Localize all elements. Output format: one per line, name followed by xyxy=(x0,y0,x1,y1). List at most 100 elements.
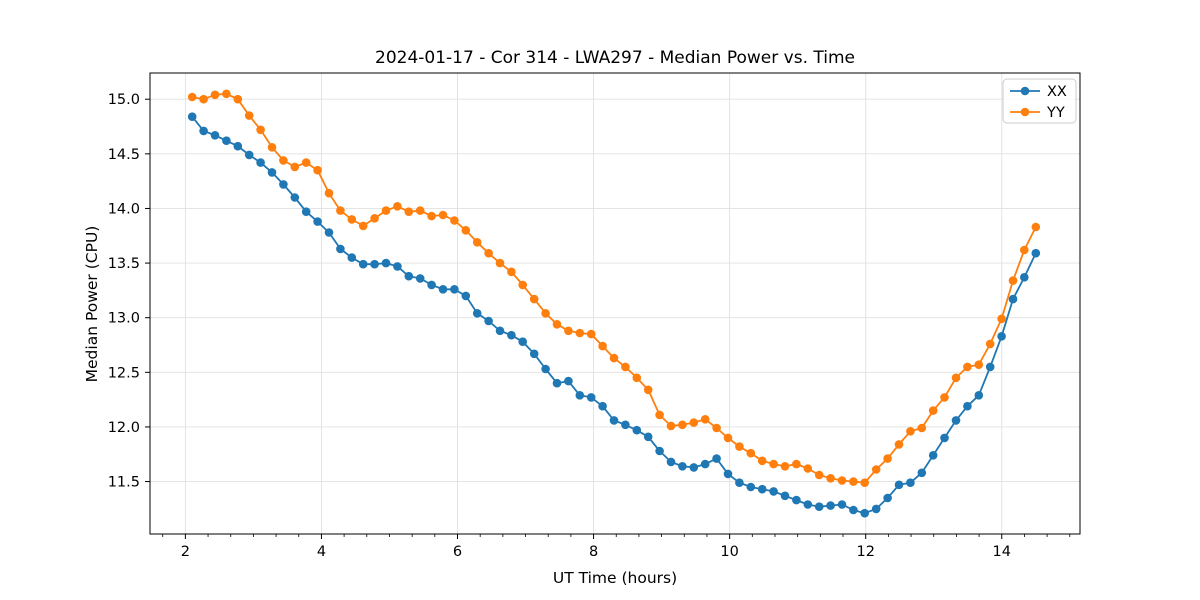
grid-layer xyxy=(150,73,1080,534)
data-point-YY xyxy=(256,125,265,135)
data-point-YY xyxy=(290,162,300,172)
legend-label-XX: XX xyxy=(1047,84,1067,100)
data-point-XX xyxy=(1020,273,1029,282)
data-point-YY xyxy=(575,328,585,338)
data-point-YY xyxy=(222,89,231,99)
data-point-YY xyxy=(917,423,927,433)
data-point-YY xyxy=(370,214,379,223)
x-axis-label: UT Time (hours) xyxy=(553,569,677,587)
data-point-YY xyxy=(450,216,459,225)
data-point-XX xyxy=(780,491,790,501)
data-point-XX xyxy=(928,451,938,460)
data-point-XX xyxy=(814,502,824,512)
data-point-XX xyxy=(655,446,664,456)
series-layer xyxy=(187,89,1041,518)
data-point-XX xyxy=(256,158,265,167)
data-point-YY xyxy=(495,258,505,268)
x-tick-label: 14 xyxy=(993,544,1011,560)
data-point-YY xyxy=(837,476,847,485)
data-point-XX xyxy=(461,291,471,301)
data-point-XX xyxy=(404,271,414,281)
data-point-XX xyxy=(963,401,972,411)
data-point-XX xyxy=(826,501,835,510)
data-point-XX xyxy=(860,508,869,518)
data-point-XX xyxy=(495,326,505,336)
data-point-YY xyxy=(438,210,448,220)
data-point-YY xyxy=(871,465,881,474)
data-point-YY xyxy=(780,462,790,471)
data-point-XX xyxy=(712,454,721,463)
data-point-XX xyxy=(678,462,687,471)
data-point-XX xyxy=(438,285,448,294)
data-point-XX xyxy=(290,193,300,202)
data-point-YY xyxy=(313,165,322,175)
data-point-XX xyxy=(586,393,596,402)
y-tick-label: 13.5 xyxy=(108,256,140,272)
data-point-YY xyxy=(940,393,949,402)
data-point-XX xyxy=(906,478,915,488)
data-point-YY xyxy=(427,211,436,221)
data-point-YY xyxy=(826,474,835,483)
data-point-YY xyxy=(643,385,653,395)
data-point-YY xyxy=(267,143,277,152)
y-tick-label: 15.0 xyxy=(108,92,140,108)
tick-layer: 2 4 6 8 10 12 14 11.5 12.0 12.5 13.0 13.5 14.0 14.5 15… xyxy=(108,92,1071,560)
data-point-XX xyxy=(370,259,379,269)
data-point-YY xyxy=(233,94,243,104)
data-point-XX xyxy=(1008,294,1018,304)
legend: XX YY xyxy=(1002,78,1077,124)
data-point-YY xyxy=(358,221,368,231)
data-point-YY xyxy=(199,94,208,104)
data-point-YY xyxy=(700,415,710,424)
data-point-XX xyxy=(735,478,744,488)
data-point-XX xyxy=(894,480,904,490)
data-point-XX xyxy=(541,364,550,374)
data-point-YY xyxy=(564,326,573,336)
data-point-XX xyxy=(575,391,585,400)
data-point-YY xyxy=(723,433,733,443)
data-point-YY xyxy=(689,418,699,427)
data-point-YY xyxy=(621,362,630,372)
data-point-XX xyxy=(358,259,368,269)
data-point-YY xyxy=(301,158,311,167)
data-point-YY xyxy=(552,320,562,329)
data-point-YY xyxy=(404,207,414,216)
data-point-XX xyxy=(313,217,322,226)
data-point-XX xyxy=(746,482,756,492)
data-point-YY xyxy=(963,362,972,372)
data-point-XX xyxy=(244,150,254,160)
data-point-XX xyxy=(769,487,778,496)
data-point-YY xyxy=(586,329,596,339)
data-point-YY xyxy=(735,442,744,451)
data-point-XX xyxy=(381,258,391,268)
data-point-YY xyxy=(347,215,357,224)
x-tick-label: 4 xyxy=(317,544,326,560)
data-point-YY xyxy=(678,420,687,430)
data-point-YY xyxy=(632,373,642,383)
data-point-YY xyxy=(769,459,778,469)
data-point-YY xyxy=(951,373,961,383)
data-point-YY xyxy=(883,454,892,463)
data-point-YY xyxy=(985,339,995,349)
data-point-YY xyxy=(472,238,482,247)
x-tick-label: 8 xyxy=(589,544,598,560)
data-point-YY xyxy=(518,280,527,290)
data-point-XX xyxy=(529,349,539,359)
data-point-XX xyxy=(598,401,607,411)
data-point-YY xyxy=(666,421,676,431)
data-point-XX xyxy=(757,484,767,494)
data-point-YY xyxy=(393,202,402,211)
legend-marker-YY xyxy=(1020,107,1030,117)
data-point-YY xyxy=(336,206,345,215)
data-point-YY xyxy=(529,294,539,304)
data-point-YY xyxy=(609,353,619,363)
data-point-XX xyxy=(267,168,277,177)
data-point-YY xyxy=(849,477,858,486)
data-point-YY xyxy=(860,478,869,488)
y-axis-label: Median Power (CPU) xyxy=(83,226,101,383)
data-point-XX xyxy=(643,432,653,442)
data-point-YY xyxy=(1031,222,1041,232)
data-point-XX xyxy=(917,468,927,478)
data-point-YY xyxy=(244,111,254,120)
